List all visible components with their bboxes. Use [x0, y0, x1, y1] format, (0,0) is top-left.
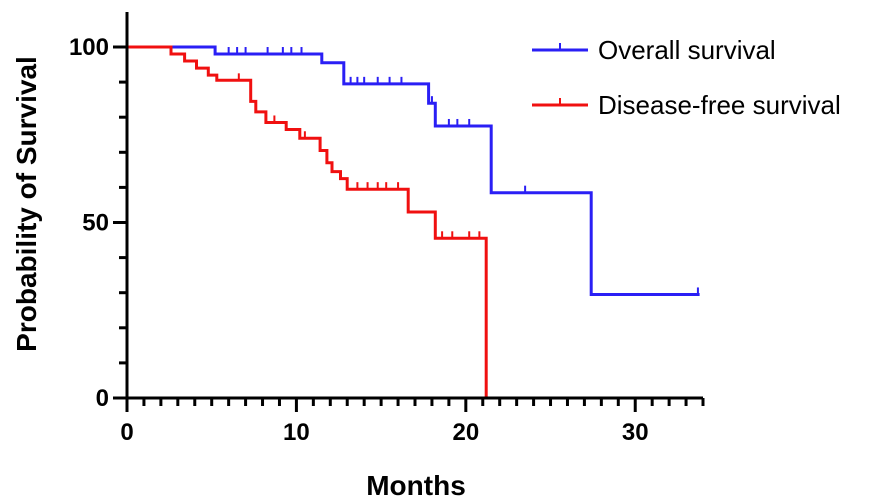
- y-tick-label: 100: [69, 34, 109, 61]
- legend-label-disease-free-survival: Disease-free survival: [598, 90, 841, 120]
- legend-label-overall-survival: Overall survival: [598, 35, 776, 65]
- x-tick-label: 0: [120, 419, 133, 446]
- y-tick-label: 0: [96, 385, 109, 412]
- x-tick-label: 10: [283, 419, 310, 446]
- x-axis-title: Months: [366, 470, 466, 501]
- disease-free-survival-line: [127, 45, 488, 398]
- axis-layer: 0 50 100 0 10 20 30: [69, 12, 705, 446]
- overall-survival-line: [127, 45, 700, 296]
- y-tick-label: 50: [82, 210, 109, 237]
- plot-layer: [127, 45, 700, 398]
- x-tick-label: 20: [452, 419, 479, 446]
- legend: Overall survival Disease-free survival: [532, 35, 841, 120]
- y-axis-title: Probability of Survival: [11, 56, 42, 352]
- x-tick-label: 30: [622, 419, 649, 446]
